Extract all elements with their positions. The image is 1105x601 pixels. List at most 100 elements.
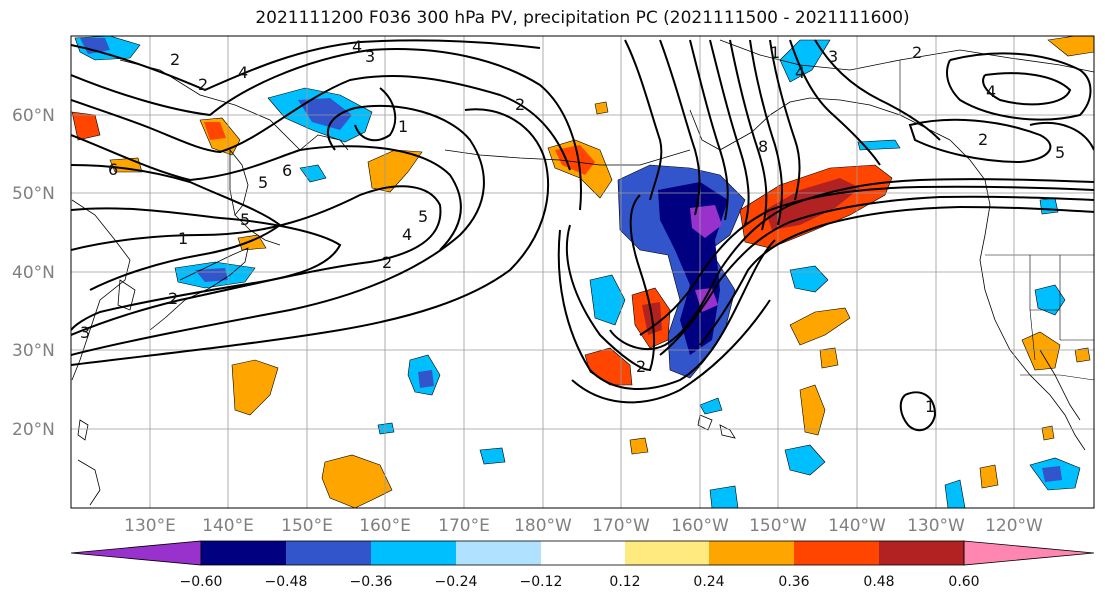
precip-blob [699, 397, 723, 415]
pv-contour [639, 185, 1094, 336]
lat-label-30n: 30°N [12, 341, 55, 361]
precip-blob [80, 38, 110, 54]
lon-label-160w: 160°W [671, 516, 729, 536]
border-us-states [1029, 255, 1094, 361]
map-frame [70, 35, 1095, 509]
contour-label: 6 [108, 160, 118, 179]
precip-blob [1074, 347, 1091, 363]
colorbar-extend-max [963, 540, 1095, 566]
pv-contour [565, 194, 656, 372]
pv-contour [749, 39, 783, 226]
colorbar-tick-label: 0.12 [609, 574, 640, 590]
lon-label-120w: 120°W [985, 516, 1043, 536]
colorbar-bin [371, 541, 456, 565]
precip-blob [819, 347, 839, 369]
lat-label-20n: 20°N [12, 420, 55, 440]
coastline-alaska-south [809, 97, 951, 141]
pv-contour [899, 391, 937, 432]
lon-label-150w: 150°W [749, 516, 807, 536]
colorbar-tick-label: 0.36 [778, 574, 809, 590]
contour-label: 4 [402, 225, 412, 244]
coastline-japan [149, 247, 249, 331]
coastlines [71, 39, 1094, 506]
precip-blob [1041, 425, 1055, 441]
contour-label: 1 [925, 397, 935, 416]
lon-label-150e: 150°E [281, 516, 333, 536]
colorbar-tick-label: −0.48 [265, 574, 308, 590]
contour-label: 4 [352, 37, 362, 56]
contour-label: 3 [80, 323, 90, 342]
contour-label: 3 [828, 47, 838, 66]
contour-labels: 4 3 2 4 1 2 5 6 2 5 1 2 3 5 4 2 2 8 1 4 … [80, 37, 1065, 416]
lon-label-170w: 170°W [592, 516, 650, 536]
precip-blob [979, 464, 999, 489]
coastline-hawaii [697, 414, 736, 439]
precip-blob [479, 447, 506, 465]
colorbar-bin [286, 541, 371, 565]
pv-contour [71, 207, 342, 331]
colorbar-tick-label: −0.24 [435, 574, 478, 590]
pv-contour [769, 39, 801, 201]
precip-blob [1047, 36, 1094, 57]
pv-contour [1029, 122, 1094, 151]
contour-label: 4 [795, 63, 805, 82]
contour-label: 5 [418, 207, 428, 226]
pv-contour [659, 39, 701, 216]
pv-contour [71, 48, 582, 211]
colorbar-tick-label: 0.60 [948, 574, 979, 590]
contour-label: 5 [1055, 143, 1065, 162]
lon-label-160e: 160°E [359, 516, 411, 536]
precip-blob [231, 359, 279, 416]
precip-blob [195, 268, 228, 282]
colorbar: −0.60 −0.48 −0.36 −0.24 −0.12 0.12 0.24 … [70, 540, 1095, 590]
contour-label: 4 [238, 63, 248, 82]
precip-blob [857, 139, 901, 151]
colorbar-tick-label: −0.36 [350, 574, 393, 590]
lat-axis-labels: 60°N 50°N 40°N 30°N 20°N [12, 106, 55, 440]
colorbar-tick-label: 0.24 [693, 574, 724, 590]
lat-label-60n: 60°N [12, 106, 55, 126]
precip-blob [377, 422, 395, 435]
pv-contour [609, 178, 1094, 350]
colorbar-bin [794, 541, 879, 565]
pv-contour [814, 39, 941, 141]
contour-label: 2 [168, 289, 178, 308]
contour-label: 1 [398, 117, 408, 136]
pv-contour [689, 39, 729, 221]
pv-contour [729, 39, 768, 231]
precip-blob [709, 485, 739, 508]
precip-blob [298, 98, 352, 130]
pv-contour [71, 75, 571, 171]
border-us-mexico [1020, 374, 1094, 381]
contour-label: 5 [258, 173, 268, 192]
contour-label: 2 [170, 50, 180, 69]
precip-blob [321, 454, 393, 508]
colorbar-bin [201, 541, 286, 565]
precip-blob [944, 479, 966, 508]
pv-contour [571, 299, 771, 404]
colorbar-bin [709, 541, 794, 565]
precip-blob [71, 111, 101, 141]
precip-blob [789, 307, 851, 346]
pv-contour [659, 195, 1094, 356]
precip-blob [799, 384, 826, 436]
coastline-korea [117, 279, 136, 311]
coastline-north-america [949, 139, 1086, 451]
lon-label-130w: 130°W [907, 516, 965, 536]
coastline-baja [1039, 349, 1081, 421]
precip-blob [784, 444, 826, 476]
contour-label: 1 [178, 229, 188, 248]
coastline-aleutians [444, 149, 691, 166]
pv-contour [946, 52, 1092, 121]
pv-contours [71, 39, 1094, 432]
lon-label-180w: 180°W [514, 516, 572, 536]
contour-label: 1 [770, 43, 780, 62]
lat-label-50n: 50°N [12, 184, 55, 204]
lon-label-140w: 140°W [828, 516, 886, 536]
colorbar-extend-min [70, 540, 202, 566]
pv-contour [71, 104, 485, 356]
pv-contour [71, 39, 541, 92]
contour-label: 5 [240, 210, 250, 229]
pv-contour [908, 118, 1052, 164]
colorbar-bin [456, 541, 541, 565]
